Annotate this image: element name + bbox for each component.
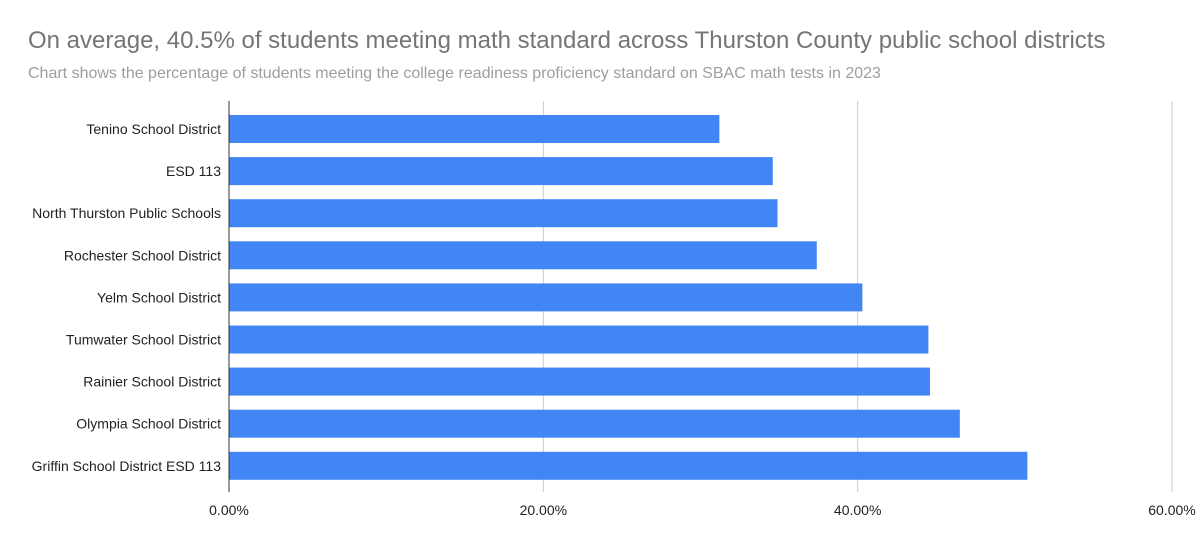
chart-subtitle: Chart shows the percentage of students m… <box>28 65 881 82</box>
x-tick-labels: 0.00% 20.00% 40.00% 60.00% <box>209 502 1196 518</box>
x-tick-label-2: 40.00% <box>834 502 881 518</box>
x-tick-label-0: 0.00% <box>209 502 249 518</box>
bars <box>229 115 1028 480</box>
category-label-1: ESD 113 <box>166 163 221 179</box>
bar-5 <box>229 325 929 354</box>
bar-1 <box>229 157 773 186</box>
bar-2 <box>229 199 778 228</box>
category-label-6: Rainier School District <box>83 374 221 390</box>
category-label-0: Tenino School District <box>86 121 221 137</box>
bar-7 <box>229 409 960 438</box>
category-label-5: Tumwater School District <box>66 332 221 348</box>
bar-8 <box>229 451 1028 480</box>
bar-3 <box>229 241 817 270</box>
chart-title: On average, 40.5% of students meeting ma… <box>28 27 1106 54</box>
x-tick-label-3: 60.00% <box>1148 502 1195 518</box>
category-label-4: Yelm School District <box>97 289 221 305</box>
category-label-2: North Thurston Public Schools <box>32 205 221 221</box>
category-label-8: Griffin School District ESD 113 <box>32 458 222 474</box>
category-labels: Tenino School District ESD 113 North Thurs… <box>32 121 222 474</box>
bar-6 <box>229 367 930 396</box>
x-tick-label-1: 20.00% <box>520 502 567 518</box>
category-label-3: Rochester School District <box>64 247 221 263</box>
bar-4 <box>229 283 863 312</box>
bar-0 <box>229 115 720 143</box>
category-label-7: Olympia School District <box>76 416 221 432</box>
